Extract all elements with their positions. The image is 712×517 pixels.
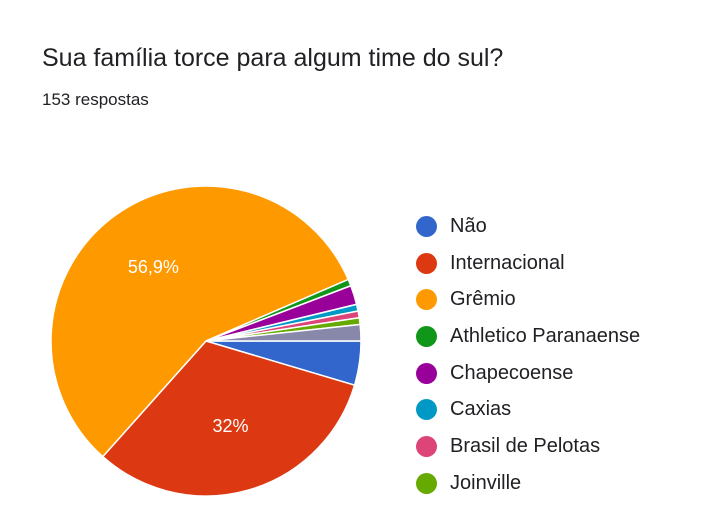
legend-swatch xyxy=(416,215,437,237)
legend-item[interactable]: Brasil de Pelotas xyxy=(416,428,640,465)
legend-label: Caxias xyxy=(450,398,512,421)
legend-swatch xyxy=(416,435,437,457)
legend-item[interactable]: Não xyxy=(416,208,640,245)
legend-swatch xyxy=(416,399,437,421)
response-count: 153 respostas xyxy=(42,90,149,109)
legend-label: Athletico Paranaense xyxy=(450,324,641,347)
legend-label: Grêmio xyxy=(450,288,516,311)
pie-slice[interactable] xyxy=(205,323,362,342)
pie-slice[interactable] xyxy=(50,185,350,458)
legend-label: Não xyxy=(450,214,487,237)
legend-label: Internacional xyxy=(450,251,565,274)
legend-swatch xyxy=(416,472,437,494)
legend-swatch xyxy=(416,289,437,311)
legend-item[interactable]: Grêmio xyxy=(416,281,640,318)
legend-item[interactable]: Internacional xyxy=(416,245,640,282)
slice-label: 56,9% xyxy=(128,257,179,277)
slice-label: 32% xyxy=(213,416,249,436)
legend-item[interactable]: Joinville xyxy=(416,465,640,502)
legend-item[interactable]: Caxias xyxy=(416,391,640,428)
legend-swatch xyxy=(416,362,437,384)
legend-swatch xyxy=(416,252,437,274)
legend-label: Chapecoense xyxy=(450,361,574,384)
legend-swatch xyxy=(416,325,437,347)
question-title: Sua família torce para algum time do sul… xyxy=(42,44,504,72)
legend-item[interactable]: Chapecoense xyxy=(416,355,640,392)
legend-item[interactable]: Athletico Paranaense xyxy=(416,318,640,355)
chart-legend: Não Internacional Grêmio Athletico Paran… xyxy=(416,208,640,502)
legend-label: Joinville xyxy=(450,471,522,494)
legend-label: Brasil de Pelotas xyxy=(450,434,601,457)
pie-slice[interactable] xyxy=(101,340,356,497)
